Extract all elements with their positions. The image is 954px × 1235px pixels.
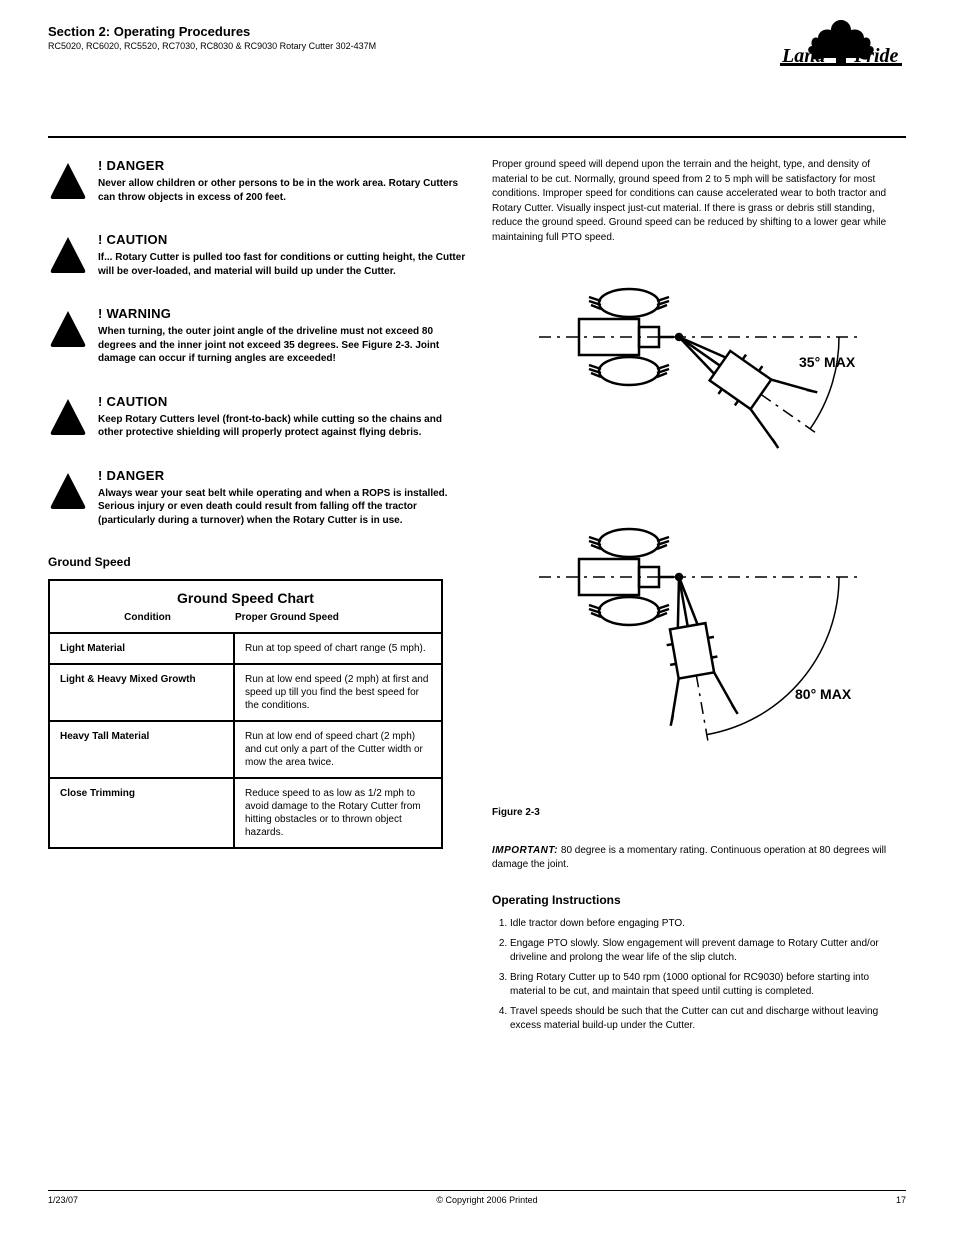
table-cell: Light Material <box>49 633 234 664</box>
warn-label: ! DANGER <box>98 468 468 483</box>
col-header-condition: Condition <box>60 611 235 624</box>
op-step: Travel speeds should be such that the Cu… <box>510 1005 906 1033</box>
ground-speed-title: Ground Speed <box>48 555 468 569</box>
warn-text: Keep Rotary Cutters level (front-to-back… <box>98 413 468 440</box>
header-rule <box>48 136 906 138</box>
important-label: IMPORTANT: <box>492 845 558 856</box>
warning-triangle-icon <box>48 470 88 510</box>
warn-label: ! CAUTION <box>98 394 468 409</box>
table-cell: Run at top speed of chart range (5 mph). <box>234 633 442 664</box>
warn-text: If... Rotary Cutter is pulled too fast f… <box>98 251 468 278</box>
table-cell: Light & Heavy Mixed Growth <box>49 664 234 721</box>
table-cell: Run at low end speed (2 mph) at first an… <box>234 664 442 721</box>
warn-label: ! DANGER <box>98 158 468 173</box>
footer-date: 1/23/07 <box>48 1195 78 1205</box>
table-row: Light Material Run at top speed of chart… <box>49 633 442 664</box>
ground-speed-chart: Ground Speed Chart Condition Proper Grou… <box>48 579 443 849</box>
footer-copyright: © Copyright 2006 Printed <box>78 1195 896 1205</box>
warn-text: Always wear your seat belt while operati… <box>98 487 468 528</box>
footer-page-number: 17 <box>896 1195 906 1205</box>
table-cell: Close Trimming <box>49 778 234 848</box>
warning-caution-1: ! CAUTION If... Rotary Cutter is pulled … <box>48 232 468 278</box>
warn-text: When turning, the outer joint angle of t… <box>98 325 468 366</box>
warning-warning: ! WARNING When turning, the outer joint … <box>48 306 468 366</box>
op-step: Engage PTO slowly. Slow engagement will … <box>510 937 906 965</box>
brand-logo: Land Pride <box>776 18 906 73</box>
angle-label-80: 80° MAX <box>795 686 852 702</box>
figure-35deg: 35° MAX <box>492 257 906 517</box>
warning-triangle-icon <box>48 160 88 200</box>
table-title: Ground Speed Chart <box>60 589 431 611</box>
table-cell: Run at low end of speed chart (2 mph) an… <box>234 721 442 778</box>
angle-label-35: 35° MAX <box>799 354 856 370</box>
table-cell: Reduce speed to as low as 1/2 mph to avo… <box>234 778 442 848</box>
table-header-row: Ground Speed Chart Condition Proper Grou… <box>49 580 442 633</box>
figure-caption: Figure 2-3 <box>492 807 906 818</box>
warn-text: Never allow children or other persons to… <box>98 177 468 204</box>
warn-label: ! CAUTION <box>98 232 468 247</box>
op-step: Idle tractor down before engaging PTO. <box>510 917 906 931</box>
warning-triangle-icon <box>48 396 88 436</box>
table-row: Close Trimming Reduce speed to as low as… <box>49 778 442 848</box>
ground-speed-paragraph: Proper ground speed will depend upon the… <box>492 158 906 245</box>
warning-caution-2: ! CAUTION Keep Rotary Cutters level (fro… <box>48 394 468 440</box>
footer-rule <box>48 1190 906 1191</box>
op-instructions-title: Operating Instructions <box>492 892 906 909</box>
table-cell: Heavy Tall Material <box>49 721 234 778</box>
warning-danger-2: ! DANGER Always wear your seat belt whil… <box>48 468 468 528</box>
warning-danger-1: ! DANGER Never allow children or other p… <box>48 158 468 204</box>
figure-80deg: 80° MAX <box>492 517 906 797</box>
warning-triangle-icon <box>48 308 88 348</box>
col-header-speed: Proper Ground Speed <box>235 611 339 624</box>
warn-label: ! WARNING <box>98 306 468 321</box>
op-step: Bring Rotary Cutter up to 540 rpm (1000 … <box>510 971 906 999</box>
important-note: IMPORTANT: 80 degree is a momentary rati… <box>492 844 906 872</box>
table-row: Heavy Tall Material Run at low end of sp… <box>49 721 442 778</box>
warning-triangle-icon <box>48 234 88 274</box>
page-footer: 1/23/07 © Copyright 2006 Printed 17 <box>48 1190 906 1205</box>
table-row: Light & Heavy Mixed Growth Run at low en… <box>49 664 442 721</box>
